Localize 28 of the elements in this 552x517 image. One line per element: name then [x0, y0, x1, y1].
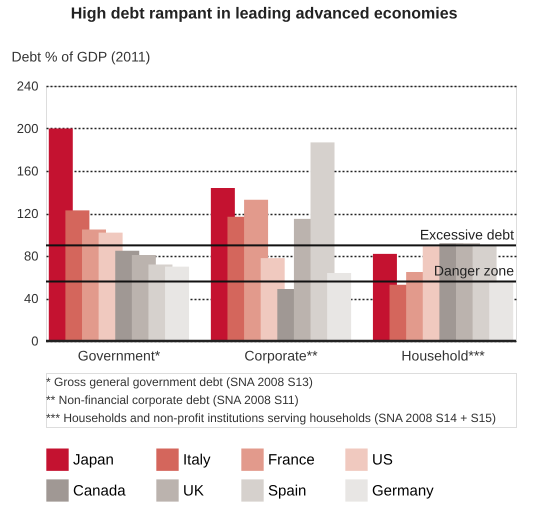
ref-line-label: Excessive debt — [420, 226, 514, 242]
bar — [165, 266, 190, 341]
chart-title: High debt rampant in leading advanced economies — [70, 6, 458, 22]
x-tick-label: Household*** — [401, 348, 486, 364]
legend-label: Germany — [372, 482, 434, 500]
legend-label: Canada — [73, 482, 126, 500]
y-tick-label: 200 — [16, 121, 38, 136]
y-tick-label: 80 — [24, 248, 38, 264]
y-tick-label: 40 — [24, 291, 38, 306]
legend-label: Italy — [183, 452, 212, 469]
y-tick-label: 160 — [16, 164, 38, 178]
ref-line-label: Danger zone — [434, 262, 514, 278]
bar — [327, 273, 352, 341]
y-tick-label: 0 — [31, 334, 38, 348]
legend-label: France — [268, 452, 315, 469]
legend-label: Japan — [73, 452, 114, 469]
text: *** Households and non-profit institutions serving households (SNA 2008 S14 + S15) — [46, 411, 496, 425]
x-tick-label: Government* — [78, 348, 161, 364]
y-axis-title: Debt % of GDP (2011) — [12, 48, 150, 64]
text: * Gross general government debt (SNA 2008 S13) — [46, 375, 313, 389]
bar — [489, 282, 514, 341]
legend-label: UK — [183, 482, 204, 500]
text: ** Non-financial corporate debt (SNA 2008 S11) — [46, 393, 299, 407]
y-tick-label: 240 — [16, 78, 38, 94]
x-tick-label: Corporate** — [244, 348, 318, 364]
legend-label: Spain — [268, 482, 306, 500]
y-tick-label: 120 — [16, 206, 38, 221]
legend-label: US — [372, 452, 393, 469]
